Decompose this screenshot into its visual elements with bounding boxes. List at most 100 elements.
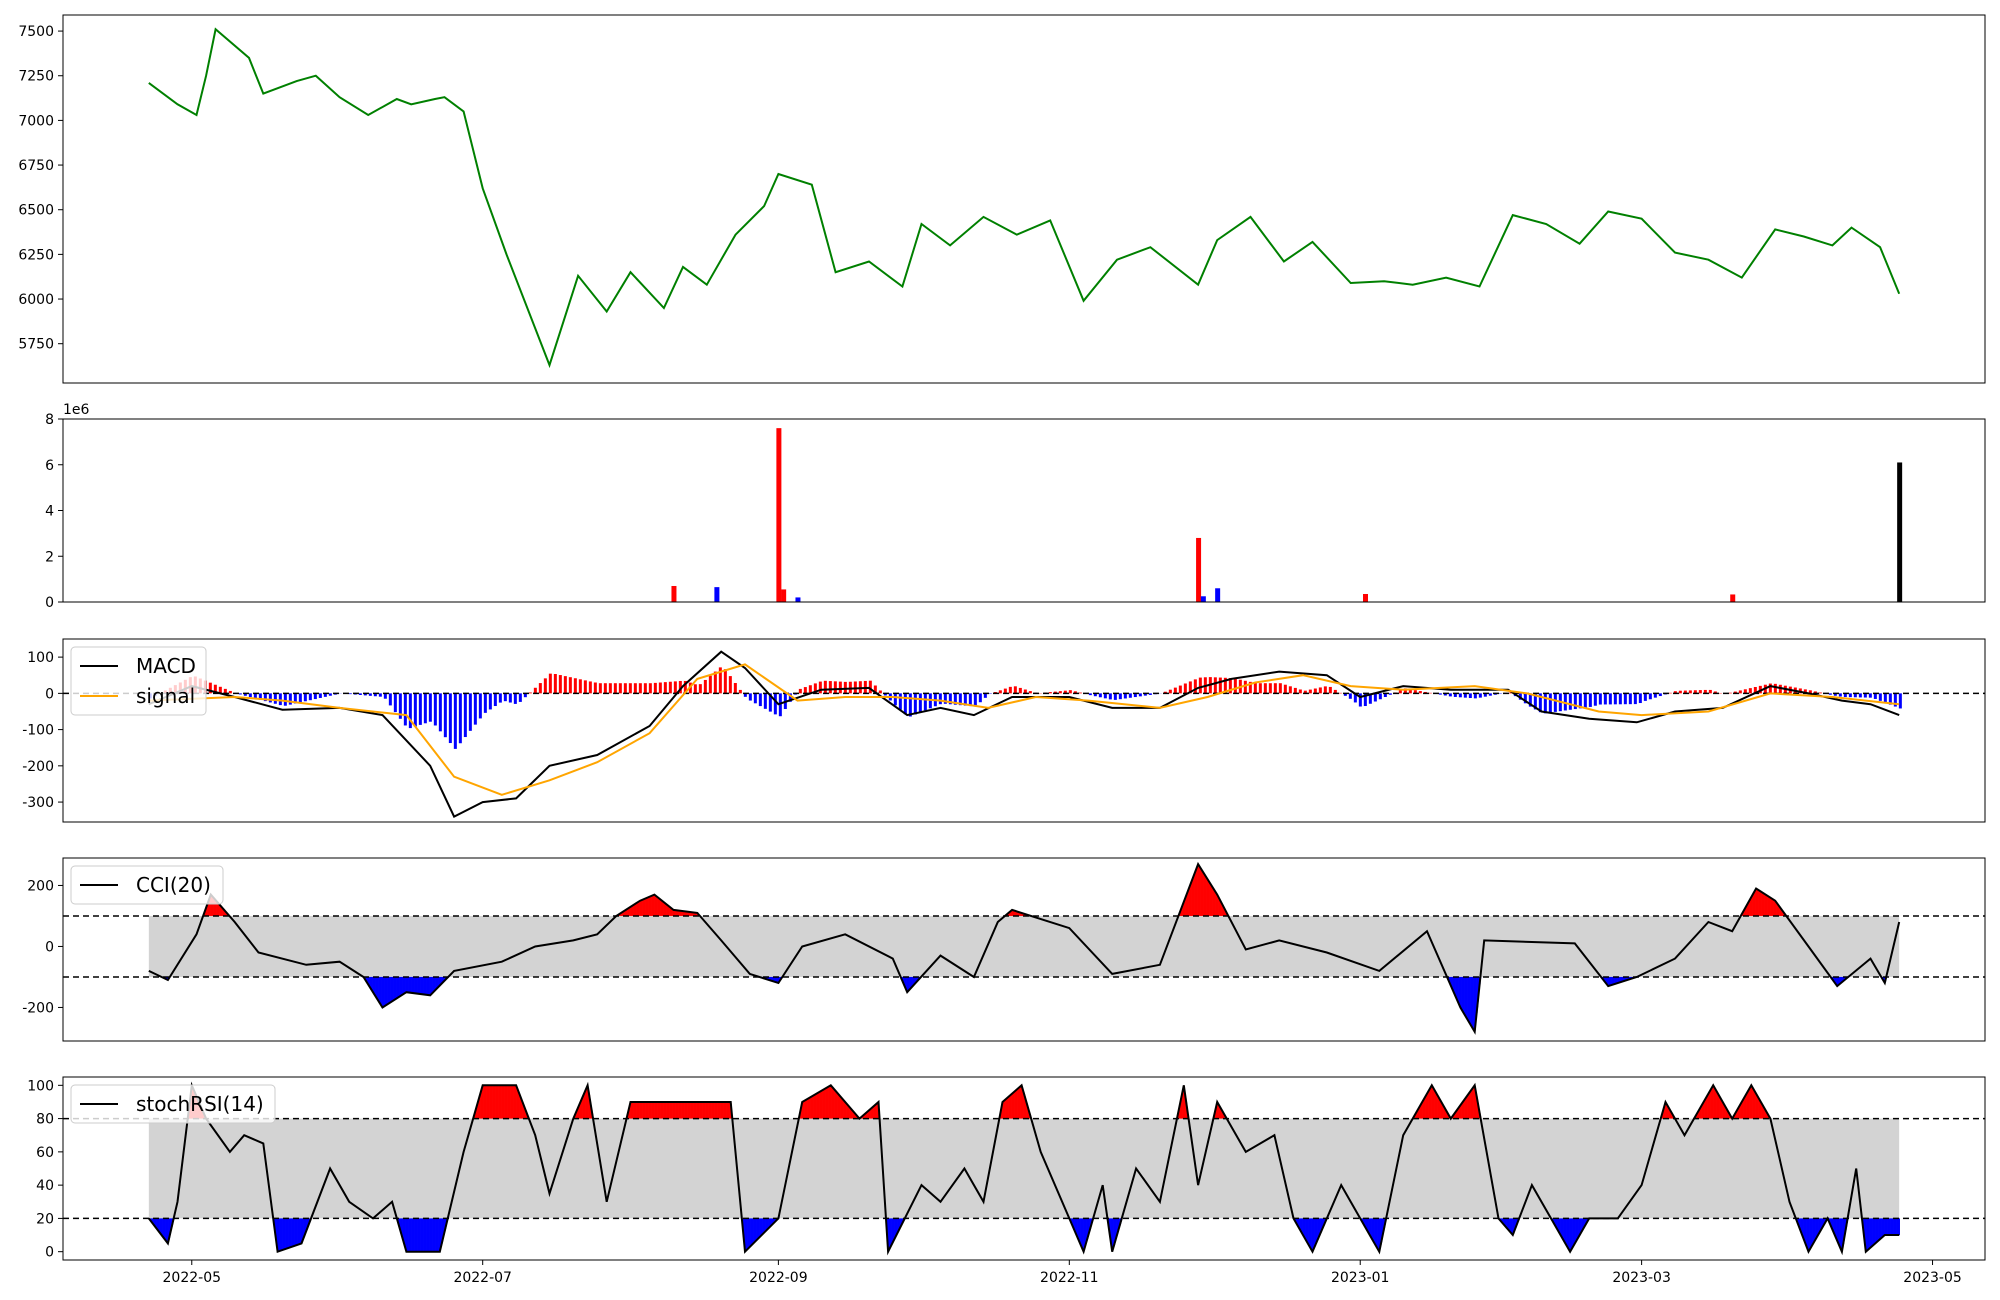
stochrsi-oversold-fill [1870, 1218, 1872, 1248]
stochrsi-overbought-fill [636, 1101, 638, 1119]
cci-oversold-fill [431, 976, 433, 995]
stochrsi-oversold-fill [436, 1218, 438, 1252]
macd-histogram-bar [1333, 689, 1337, 694]
macd-histogram-bar [433, 693, 437, 726]
stochrsi-overbought-fill [1219, 1106, 1221, 1119]
cci-overbought-fill [1215, 892, 1217, 916]
stochrsi-overbought-fill [639, 1101, 640, 1119]
cci-overbought-fill [1196, 868, 1198, 916]
stochrsi-oversold-fill [294, 1218, 296, 1246]
cci-oversold-fill [1468, 976, 1470, 1021]
macd-histogram-bar [1148, 693, 1152, 695]
cci-overbought-fill [1761, 891, 1762, 916]
cci-overbought-fill [222, 907, 223, 916]
cci-oversold-fill [367, 976, 369, 984]
macd-histogram-bar [1688, 690, 1692, 694]
cci-overbought-fill [1195, 871, 1197, 916]
cci-oversold-fill [433, 976, 435, 993]
stochrsi-overbought-fill [1668, 1106, 1669, 1119]
cci-overbought-fill [1185, 898, 1186, 916]
stochrsi-overbought-fill [1709, 1091, 1711, 1119]
stochrsi-overbought-fill [1736, 1111, 1738, 1119]
stochrsi-oversold-fill [1377, 1218, 1379, 1249]
stochrsi-overbought-fill [1221, 1109, 1223, 1119]
stochrsi-oversold-fill [1884, 1218, 1885, 1236]
stochrsi-overbought-fill [580, 1101, 582, 1119]
stochrsi-overbought-fill [666, 1101, 667, 1119]
cci-overbought-fill [628, 908, 630, 916]
stochrsi-oversold-fill [288, 1218, 290, 1248]
stochrsi-overbought-fill [1701, 1106, 1702, 1119]
cci-oversold-fill [384, 976, 385, 1007]
cci-overbought-fill [682, 910, 684, 916]
macd-histogram-bar [1373, 693, 1377, 702]
stochrsi-oversold-fill [296, 1218, 298, 1246]
stochrsi-overbought-fill [503, 1085, 505, 1119]
cci-overbought-fill [1018, 911, 1020, 916]
cci-overbought-fill [1222, 905, 1224, 916]
cci-overbought-fill [649, 896, 651, 916]
stochrsi-overbought-fill [585, 1089, 587, 1119]
stochrsi-oversold-fill [438, 1218, 439, 1252]
cci-overbought-fill [1188, 888, 1190, 916]
stochrsi-oversold-fill [295, 1218, 297, 1246]
macd-histogram-bar [1163, 691, 1167, 694]
cci-oversold-fill [407, 976, 409, 993]
stochrsi-overbought-fill [713, 1101, 715, 1119]
cci-overbought-fill [1201, 870, 1203, 916]
cci-overbought-fill [1009, 911, 1011, 916]
cci-overbought-fill [223, 909, 225, 916]
cci-overbought-fill [652, 895, 654, 916]
cci-overbought-fill [1015, 910, 1017, 916]
stochrsi-overbought-fill [1464, 1099, 1466, 1119]
stochrsi-overbought-fill [490, 1085, 492, 1119]
stochrsi-overbought-fill [1434, 1089, 1435, 1119]
cci-overbought-fill [1192, 877, 1194, 916]
cci-overbought-fill [1199, 866, 1201, 916]
macd-histogram-bar [1118, 693, 1122, 700]
stochrsi-overbought-fill [873, 1106, 875, 1119]
stochrsi-overbought-fill [844, 1101, 846, 1119]
stochrsi-overbought-fill [848, 1105, 850, 1119]
stochrsi-oversold-fill [1869, 1218, 1871, 1249]
macd-histogram-bar [1818, 692, 1822, 694]
cci-oversold-fill [1884, 976, 1885, 982]
stochrsi-oversold-fill [1077, 1218, 1078, 1237]
macd-histogram-bar [303, 693, 307, 702]
macd-histogram-bar [1063, 690, 1067, 694]
stochrsi-overbought-fill [1459, 1106, 1461, 1119]
cci-overbought-fill [692, 912, 694, 916]
stochrsi-overbought-fill [826, 1087, 828, 1119]
stochrsi-overbought-fill [867, 1111, 868, 1119]
cci-oversold-fill [430, 976, 432, 995]
stochrsi-oversold-fill [304, 1218, 306, 1237]
cci-oversold-fill [913, 976, 915, 985]
macd-histogram-bar [658, 682, 662, 694]
macd-ytick-label: -200 [22, 759, 54, 775]
stochrsi-overbought-fill [829, 1085, 831, 1119]
stochrsi-overbought-fill [1663, 1107, 1665, 1119]
cci-oversold-fill [775, 976, 777, 983]
stochrsi-overbought-fill [1006, 1098, 1008, 1119]
stochrsi-oversold-fill [1308, 1218, 1309, 1244]
stochrsi-oversold-fill [1114, 1218, 1116, 1245]
macd-histogram-bar [473, 693, 477, 725]
cci-overbought-fill [684, 911, 686, 916]
stochrsi-overbought-fill [867, 1111, 869, 1119]
cci-oversold-fill [429, 976, 430, 996]
macd-histogram-bar [1613, 693, 1617, 705]
stochrsi-overbought-fill [819, 1092, 820, 1119]
cci-oversold-fill [775, 976, 777, 983]
cci-oversold-fill [386, 976, 388, 1005]
cci-overbought-fill [205, 910, 207, 916]
cci-oversold-fill [166, 976, 168, 980]
cci-oversold-fill [1604, 976, 1606, 982]
macd-histogram-bar [1608, 693, 1612, 705]
stochrsi-oversold-fill [1510, 1218, 1512, 1233]
macd-histogram-bar [368, 693, 372, 696]
stochrsi-overbought-fill [1754, 1090, 1756, 1119]
stochrsi-oversold-fill [1501, 1218, 1503, 1223]
macd-histogram-bar [823, 680, 827, 694]
stochrsi-oversold-fill [1305, 1218, 1306, 1239]
cci-overbought-fill [625, 910, 627, 916]
